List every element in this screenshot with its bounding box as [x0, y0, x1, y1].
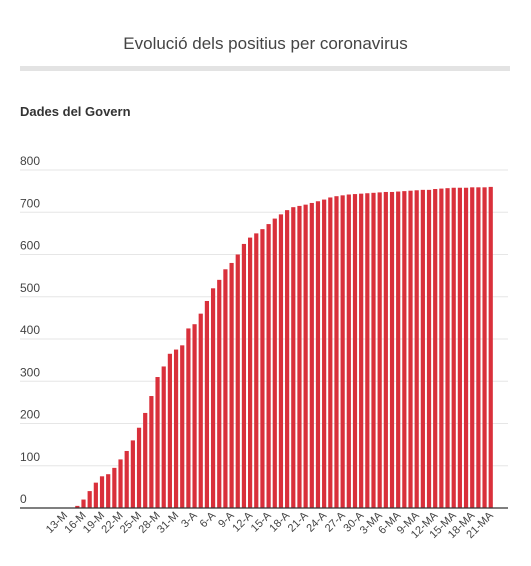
bar: [315, 201, 321, 508]
bar: [451, 187, 456, 508]
bar: [291, 207, 296, 508]
bar: [285, 210, 290, 508]
bar: [408, 190, 413, 508]
bar: [420, 189, 425, 509]
x-tick-label: 3-A: [179, 509, 200, 530]
y-tick-label: 200: [20, 408, 40, 422]
bar: [482, 187, 487, 508]
bar: [81, 499, 86, 508]
bar: [340, 195, 345, 508]
bar: [457, 187, 462, 508]
bar: [346, 194, 351, 508]
bar: [186, 328, 191, 508]
bar: [143, 412, 148, 508]
bar: [241, 243, 247, 508]
bar: [377, 192, 382, 508]
bar: [297, 205, 302, 508]
bar: [328, 197, 333, 508]
bar: [396, 191, 401, 509]
bar: [476, 187, 481, 508]
bar: [470, 187, 475, 508]
bar: [359, 193, 364, 508]
bar: [112, 467, 117, 508]
bar: [272, 218, 277, 508]
bar: [322, 199, 327, 508]
title-divider: [20, 66, 510, 71]
bar: [309, 202, 314, 508]
bar: [118, 459, 123, 508]
y-tick-label: 800: [20, 154, 40, 168]
x-tick-label: 6-A: [198, 509, 219, 530]
bar: [463, 187, 469, 508]
y-tick-label: 600: [20, 239, 40, 253]
bar: [334, 196, 339, 508]
bar: [248, 237, 253, 508]
y-tick-label: 700: [20, 196, 40, 210]
bar: [217, 279, 222, 508]
bar: [266, 224, 271, 508]
bar: [99, 476, 105, 508]
bar: [167, 353, 172, 508]
y-tick-label: 100: [20, 450, 40, 464]
bar: [389, 191, 395, 508]
bar: [303, 204, 308, 508]
bar: [106, 474, 111, 508]
bar: [235, 254, 240, 508]
bar: [198, 313, 203, 508]
bar: [426, 189, 432, 509]
bar: [254, 233, 259, 508]
bar: [75, 505, 80, 508]
chart-subtitle: Dades del Govern: [20, 104, 131, 119]
bar: [161, 366, 166, 508]
bar: [223, 269, 228, 508]
bar: [149, 396, 154, 508]
bar: [229, 262, 234, 508]
bar: [414, 190, 419, 508]
y-tick-label: 400: [20, 323, 40, 337]
bar: [180, 345, 185, 508]
bar: [155, 377, 160, 508]
bar: [204, 300, 210, 508]
bar: [278, 214, 284, 509]
bar: [439, 188, 444, 508]
y-tick-label: 500: [20, 281, 40, 295]
bar: [365, 193, 370, 509]
bar: [488, 186, 493, 508]
y-tick-label: 0: [20, 492, 27, 506]
x-tick-label: 31-M: [155, 510, 181, 536]
bar: [371, 192, 376, 508]
bar: [93, 482, 98, 508]
bar: [445, 188, 450, 509]
bar: [402, 191, 407, 508]
bar: [192, 324, 197, 508]
bar: [260, 229, 265, 508]
bar: [87, 491, 92, 508]
bar: [210, 288, 216, 508]
y-tick-label: 300: [20, 365, 40, 379]
bar: [433, 189, 438, 508]
chart-title: Evolució dels positius per coronavirus: [123, 34, 408, 53]
bar: [173, 349, 179, 508]
bar: [130, 440, 135, 508]
bar: [352, 194, 358, 508]
bar: [136, 427, 142, 508]
bar: [383, 191, 388, 508]
bar: [124, 450, 129, 508]
